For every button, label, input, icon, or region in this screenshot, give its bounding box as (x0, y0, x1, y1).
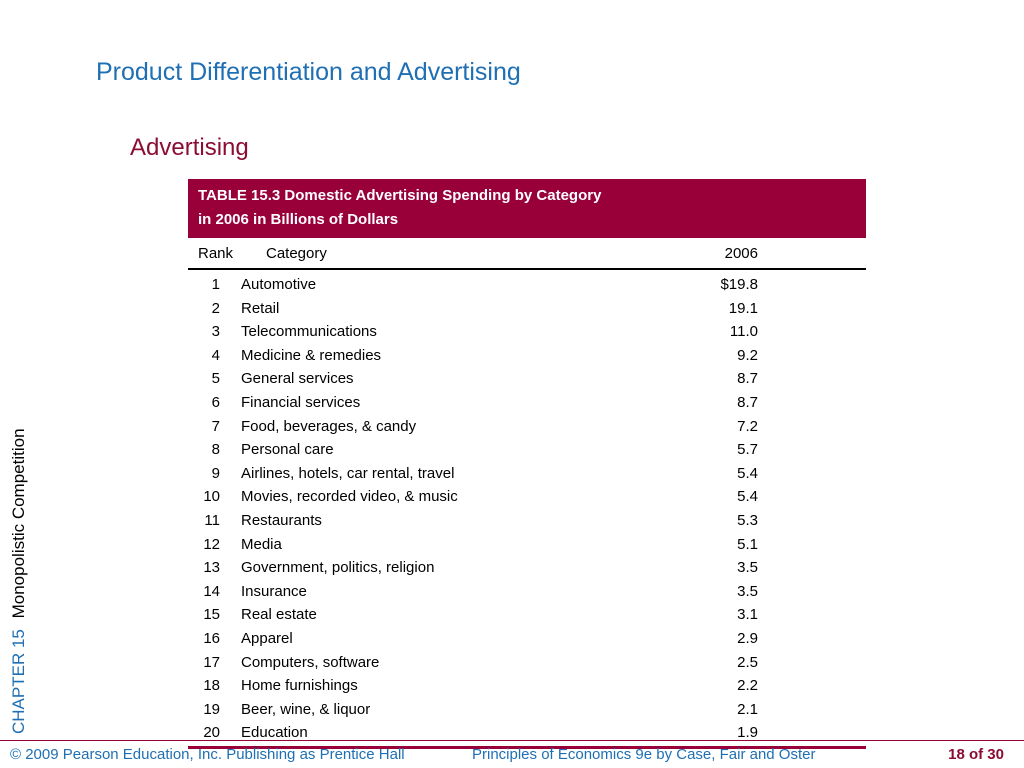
row-rank: 16 (203, 629, 220, 647)
table-row: 4 Medicine & remedies 9.2 (188, 344, 866, 368)
row-category: Home furnishings (241, 677, 358, 695)
row-category: Food, beverages, & candy (241, 417, 417, 435)
chapter-side-label: CHAPTER 15 Monopolistic Competition (8, 428, 30, 734)
table-row: 5 General services 8.7 (188, 367, 866, 391)
row-value: 8.7 (737, 370, 758, 388)
row-rank: 3 (211, 323, 220, 341)
row-rank: 2 (211, 299, 220, 317)
row-value: 5.3 (737, 511, 758, 529)
table-row: 15 Real estate 3.1 (188, 603, 866, 627)
row-value: 2.2 (737, 677, 758, 695)
row-category: Real estate (241, 606, 317, 624)
row-rank: 10 (203, 488, 220, 506)
row-category: Telecommunications (241, 323, 377, 341)
table-row: 14 Insurance 3.5 (188, 580, 866, 604)
table-row: 6 Financial services 8.7 (188, 391, 866, 415)
table-row: 17 Computers, software 2.5 (188, 651, 866, 675)
row-rank: 6 (211, 393, 220, 411)
table-row: 12 Media 5.1 (188, 533, 866, 557)
page-number: 18 of 30 (948, 746, 1004, 763)
row-value: $19.8 (720, 276, 758, 293)
row-rank: 17 (203, 653, 220, 671)
row-category: Restaurants (241, 511, 322, 529)
table-row: 8 Personal care 5.7 (188, 438, 866, 462)
row-value: 2.5 (737, 653, 758, 671)
row-rank: 9 (211, 464, 220, 482)
table-row: 16 Apparel 2.9 (188, 627, 866, 651)
table-row: 19 Beer, wine, & liquor 2.1 (188, 698, 866, 722)
row-category: Apparel (241, 629, 293, 647)
row-category: Retail (241, 299, 280, 317)
footer-book-title: Principles of Economics 9e by Case, Fair… (472, 746, 816, 763)
row-category: Airlines, hotels, car rental, travel (241, 464, 455, 482)
table-row: 10 Movies, recorded video, & music 5.4 (188, 485, 866, 509)
row-rank: 1 (211, 276, 220, 293)
chapter-topic: Monopolistic Competition (9, 428, 28, 619)
row-category: Beer, wine, & liquor (241, 700, 371, 718)
row-value: 5.7 (737, 441, 758, 459)
row-category: Financial services (241, 393, 361, 411)
section-subtitle: Advertising (130, 134, 249, 161)
row-category: Medicine & remedies (241, 346, 382, 364)
row-category: Education (241, 724, 308, 742)
column-header-rank: Rank (198, 245, 234, 262)
table-row: 1 Automotive $19.8 (188, 273, 866, 297)
row-category: Government, politics, religion (241, 559, 435, 577)
footer-copyright: © 2009 Pearson Education, Inc. Publishin… (10, 746, 405, 763)
row-category: Media (241, 535, 282, 553)
table-body: 1 Automotive $19.8 2 Retail 19.1 3 Telecommunic… (188, 270, 866, 745)
row-value: 7.2 (737, 417, 758, 435)
row-value: 8.7 (737, 393, 758, 411)
row-category: Automotive (241, 276, 317, 293)
row-value: 5.4 (737, 488, 758, 506)
column-header-category: Category (266, 245, 327, 262)
table-row: 11 Restaurants 5.3 (188, 509, 866, 533)
table-row: 3 Telecommunications 11.0 (188, 320, 866, 344)
table-row: 2 Retail 19.1 (188, 297, 866, 321)
row-rank: 8 (211, 441, 220, 459)
table-column-headers: Rank Category 2006 (188, 238, 866, 270)
row-value: 19.1 (728, 299, 758, 317)
row-value: 1.9 (737, 724, 758, 742)
table-title-line2: in 2006 in Billions of Dollars (198, 211, 399, 228)
row-category: General services (241, 370, 354, 388)
table-bottom-rule (188, 745, 866, 749)
slide-title: Product Differentiation and Advertising (96, 58, 521, 86)
row-category: Computers, software (241, 653, 380, 671)
row-rank: 20 (203, 724, 220, 742)
table-title-line1: TABLE 15.3 Domestic Advertising Spending… (198, 187, 602, 204)
row-value: 2.1 (737, 700, 758, 718)
row-value: 5.4 (737, 464, 758, 482)
table-row: 20 Education 1.9 (188, 721, 866, 745)
row-value: 2.9 (737, 629, 758, 647)
row-rank: 5 (211, 370, 220, 388)
row-value: 9.2 (737, 346, 758, 364)
column-header-year: 2006 (724, 245, 758, 262)
table-title: TABLE 15.3 Domestic Advertising Spending… (188, 179, 866, 238)
table-row: 13 Government, politics, religion 3.5 (188, 556, 866, 580)
chapter-number: CHAPTER 15 (9, 629, 28, 734)
row-rank: 11 (204, 511, 220, 529)
footer-divider (0, 740, 1024, 741)
row-category: Insurance (241, 582, 307, 600)
row-rank: 18 (203, 677, 220, 695)
advertising-table: TABLE 15.3 Domestic Advertising Spending… (188, 179, 866, 749)
row-category: Personal care (241, 441, 334, 459)
table-row: 18 Home furnishings 2.2 (188, 674, 866, 698)
row-rank: 7 (211, 417, 220, 435)
row-rank: 19 (203, 700, 220, 718)
table-row: 7 Food, beverages, & candy 7.2 (188, 415, 866, 439)
row-rank: 13 (203, 559, 220, 577)
row-value: 3.5 (737, 582, 758, 600)
row-value: 11.0 (729, 323, 758, 341)
row-value: 5.1 (737, 535, 758, 553)
row-category: Movies, recorded video, & music (241, 488, 458, 506)
row-value: 3.1 (737, 606, 758, 624)
row-rank: 12 (203, 535, 220, 553)
row-rank: 4 (211, 346, 220, 364)
row-value: 3.5 (737, 559, 758, 577)
row-rank: 14 (203, 582, 220, 600)
table-row: 9 Airlines, hotels, car rental, travel 5.4 (188, 462, 866, 486)
row-rank: 15 (203, 606, 220, 624)
